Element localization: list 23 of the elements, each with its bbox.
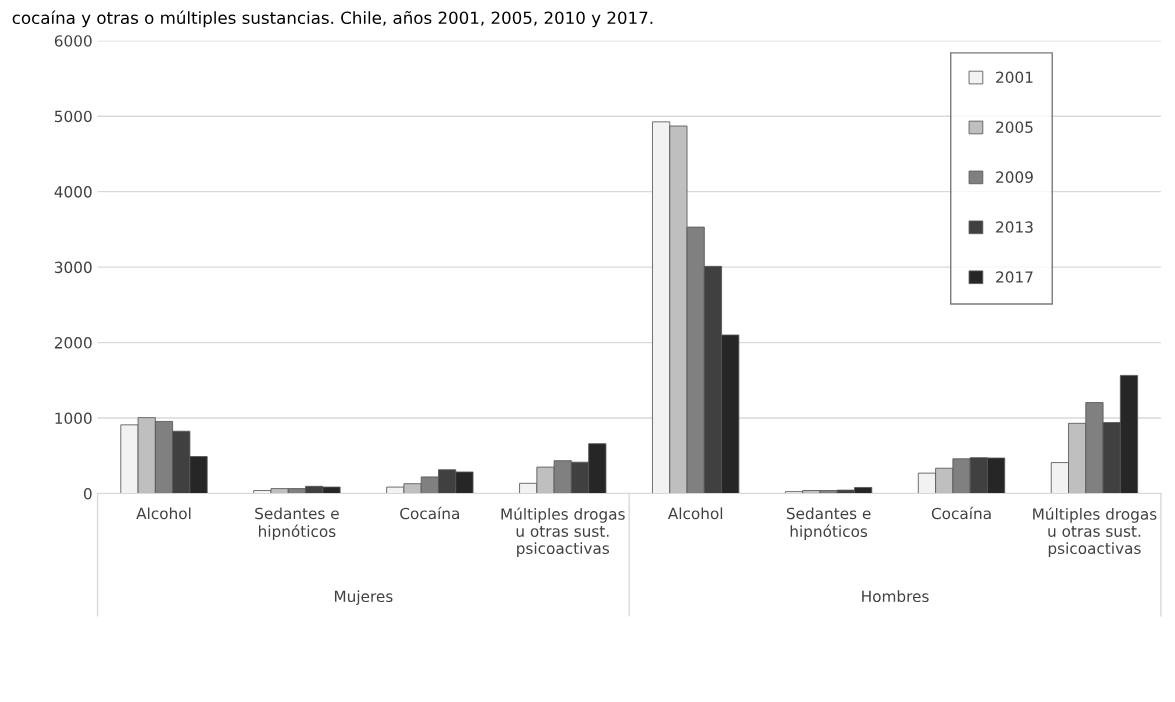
legend-label: 2001 — [996, 71, 1033, 84]
x-tick-label: Múltiples drogas u otras sust. psicoactivas — [1033, 507, 1157, 558]
y-tick-label: 0 — [83, 487, 92, 500]
legend-label: 2013 — [996, 221, 1033, 233]
y-tick-label: 6000 — [54, 35, 92, 47]
y-tick-label: 3000 — [54, 261, 92, 274]
legend-label: 2009 — [996, 171, 1033, 183]
x-tick-label: Sedantes e hipnóticos — [255, 507, 339, 541]
x-tick-label: Múltiples drogas u otras sust. psicoactivas — [501, 507, 625, 558]
text: Mujeres — [334, 590, 393, 606]
x-tick-label: Cocaína — [931, 506, 991, 520]
chart-title: cocaína y otras o múltiples sustancias. Chile, años 2001, 2005, 2010 y 2017. — [12, 10, 653, 28]
text: Hombres — [862, 590, 929, 603]
y-tick-label: 4000 — [54, 186, 92, 198]
legend-label: 2017 — [996, 271, 1033, 283]
y-tick-label: 1000 — [55, 412, 92, 425]
x-tick-label: Sedantes e hipnóticos — [786, 507, 871, 541]
y-tick-label: 5000 — [54, 110, 92, 123]
legend-label: 2005 — [996, 121, 1033, 133]
x-tick-label: Alcohol — [667, 507, 723, 520]
y-tick-label: 2000 — [54, 337, 92, 349]
x-tick-label: Cocaína — [400, 506, 459, 520]
x-tick-label: Alcohol — [136, 507, 191, 520]
